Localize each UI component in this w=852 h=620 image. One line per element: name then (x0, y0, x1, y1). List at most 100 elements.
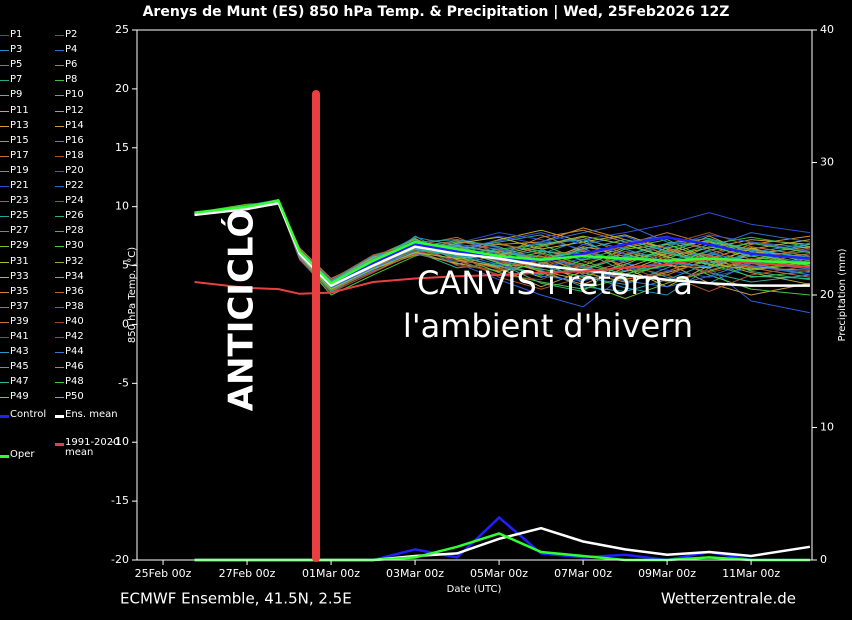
legend-swatch (55, 415, 64, 418)
legend-swatch (0, 455, 9, 458)
legend-item: P44 (55, 347, 125, 357)
legend-swatch (0, 35, 9, 36)
legend-item: P40 (55, 316, 125, 327)
legend-label: P27 (10, 225, 29, 237)
legend-item: P30 (55, 241, 125, 251)
legend-label: P48 (65, 376, 84, 388)
legend-item: P24 (55, 196, 125, 206)
y-tick-label: 25 (115, 23, 129, 36)
legend-label: P42 (65, 331, 84, 342)
legend-item: P19 (0, 164, 70, 176)
legend-item: P43 (0, 347, 70, 357)
x-tick-label: 11Mar 00z (722, 567, 780, 580)
legend-label: P36 (65, 285, 84, 297)
legend-label: P39 (10, 315, 29, 327)
legend-label: P23 (10, 195, 29, 207)
legend-item: P13 (0, 120, 70, 131)
legend-item: P39 (0, 315, 70, 327)
legend-item: P49 (0, 392, 70, 402)
legend-label: P34 (65, 270, 84, 282)
legend-swatch (55, 95, 64, 97)
y2-axis-label: Precipitation (mm) (837, 248, 848, 341)
legend-swatch (55, 216, 64, 218)
legend-item: P16 (55, 134, 125, 146)
legend-swatch (0, 80, 9, 82)
x-tick-label: 07Mar 00z (554, 567, 612, 580)
legend-label: P7 (10, 74, 23, 86)
legend-swatch (0, 216, 9, 218)
legend-label: P33 (10, 270, 29, 282)
footer-site: Wetterzentrale.de (661, 590, 796, 608)
legend-item: P3 (0, 45, 70, 55)
legend-label: P8 (65, 74, 78, 86)
legend-label: Ens. mean (65, 409, 118, 420)
x-tick-label: 01Mar 00z (302, 567, 360, 580)
legend-label: P47 (10, 376, 29, 388)
y-axis-label: 850 hPa Temp. (°C) (127, 247, 138, 343)
legend-item: P45 (0, 362, 70, 372)
legend-item: P18 (55, 150, 125, 161)
legend-label: P3 (10, 44, 23, 56)
y2-tick-label: 10 (820, 421, 834, 434)
legend-label: P20 (65, 164, 84, 176)
y-tick-label: -20 (111, 553, 129, 566)
legend-label: P9 (10, 89, 23, 101)
legend-item: P11 (0, 105, 70, 116)
legend-swatch (55, 170, 64, 172)
legend-swatch (55, 321, 64, 323)
legend-item: P31 (0, 256, 70, 267)
legend-label: P35 (10, 285, 29, 297)
legend-item: P42 (55, 332, 125, 342)
legend-item: P5 (0, 60, 70, 70)
y-tick-label: 5 (122, 259, 129, 272)
legend-label: P46 (65, 361, 84, 373)
legend-item: P36 (55, 285, 125, 297)
legend-label: P44 (65, 346, 84, 358)
legend-swatch (0, 246, 9, 248)
legend-label: P10 (65, 89, 84, 101)
legend-swatch (55, 65, 64, 67)
legend-item: P35 (0, 285, 70, 297)
legend-swatch (0, 276, 9, 278)
legend-item: P38 (55, 301, 125, 312)
legend-swatch (0, 50, 9, 52)
legend-label: P19 (10, 164, 29, 176)
legend-item: P32 (55, 256, 125, 267)
legend-label: P45 (10, 361, 29, 373)
x-tick-label: 27Feb 00z (219, 567, 276, 580)
y2-tick-label: 40 (820, 23, 834, 36)
legend-label: P21 (10, 180, 29, 191)
legend-item: 1991-2020 mean (55, 438, 125, 458)
legend-swatch (55, 35, 64, 36)
y-tick-label: -10 (111, 435, 129, 448)
annotation: ANTICICLÓ (221, 209, 262, 412)
legend-label: P28 (65, 225, 84, 237)
temp-line (194, 257, 810, 295)
legend-label: P41 (10, 331, 29, 342)
legend-swatch (55, 80, 64, 82)
legend-label: P16 (65, 134, 84, 146)
legend-label: P17 (10, 149, 29, 161)
legend-item: P26 (55, 211, 125, 221)
legend-item: P41 (0, 332, 70, 342)
legend-item: P6 (55, 60, 125, 70)
legend-item: P48 (55, 377, 125, 387)
legend-swatch (55, 155, 64, 157)
annotation: l'ambient d'hivern (403, 307, 693, 345)
legend-label: P15 (10, 134, 29, 146)
legend-swatch (55, 246, 64, 248)
temp-line (194, 199, 810, 285)
legend-item: Ens. mean (55, 410, 125, 420)
y-tick-label: -5 (118, 376, 129, 389)
legend-item: P12 (55, 105, 125, 116)
legend-swatch (0, 170, 9, 172)
legend-swatch (55, 291, 64, 293)
legend-label: P4 (65, 44, 78, 56)
legend-swatch (0, 201, 9, 203)
legend-swatch (0, 352, 9, 354)
legend-item: P14 (55, 120, 125, 131)
legend-item: P37 (0, 301, 70, 312)
legend-swatch (55, 50, 64, 52)
legend-label: P24 (65, 195, 84, 207)
